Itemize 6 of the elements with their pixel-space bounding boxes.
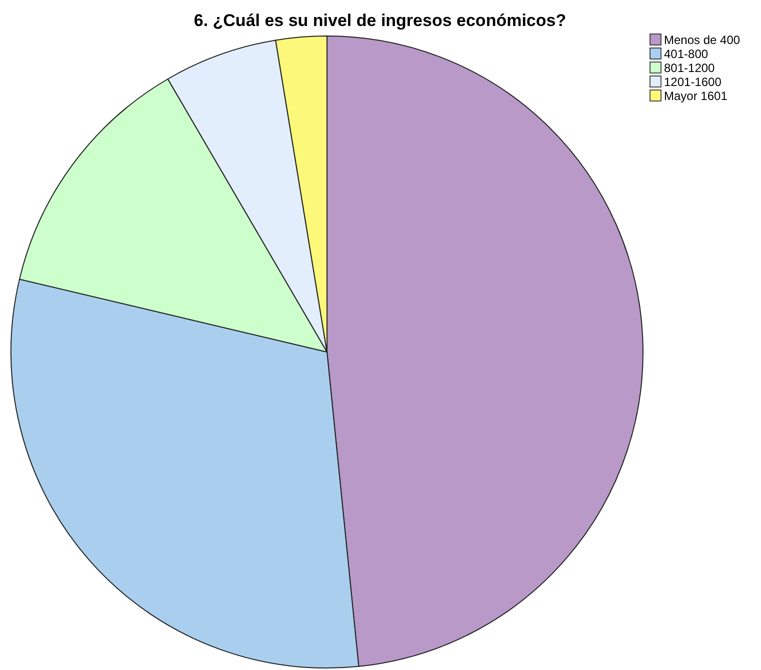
legend-label: Mayor 1601 bbox=[664, 89, 728, 103]
legend-label: 801-1200 bbox=[664, 61, 716, 75]
legend-label: Menos de 400 bbox=[664, 33, 740, 47]
legend-label: 1201-1600 bbox=[664, 75, 722, 89]
chart-title: 6. ¿Cuál es su nivel de ingresos económicos? bbox=[194, 11, 566, 30]
legend-label: 401-800 bbox=[664, 47, 708, 61]
